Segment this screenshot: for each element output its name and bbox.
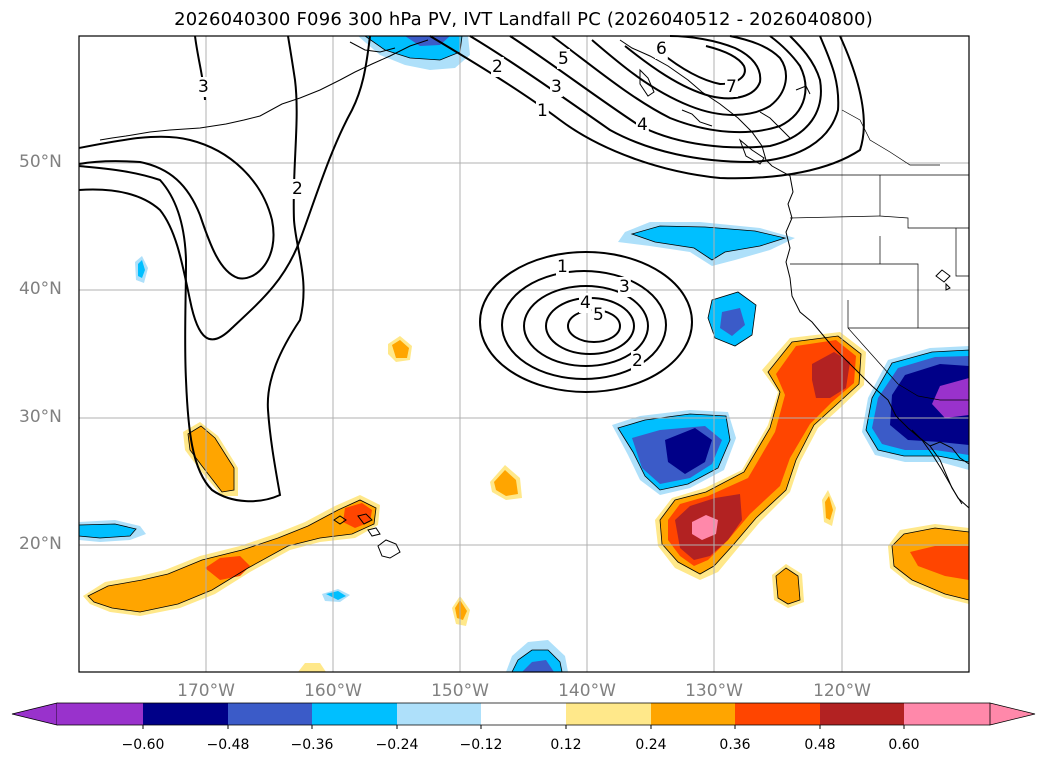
map-frame: [78, 35, 970, 673]
colorbar-tick-label: 0.24: [635, 737, 667, 753]
colorbar-tick-label: −0.24: [375, 737, 419, 753]
contour-label-halo: [556, 257, 569, 277]
contour-label-halo: [557, 49, 570, 69]
colorbar-extend-left: [11, 702, 58, 726]
map-title: 2026040300 F096 300 hPa PV, IVT Landfall…: [174, 9, 873, 30]
lon-label-130w: 130°W: [685, 681, 743, 701]
colorbar-extend-right: [989, 702, 1036, 726]
contour-label-halo: [655, 39, 668, 59]
contour-label: 6: [656, 39, 667, 59]
colorbar: [11, 702, 1036, 729]
ivt-shading: [79, 36, 969, 672]
contour-label-halo: [618, 277, 631, 297]
colorbar-tick-label: −0.36: [290, 737, 334, 753]
contour-label-halo: [636, 115, 649, 135]
contour-label: 3: [551, 77, 562, 97]
contour-label: 3: [198, 77, 209, 97]
contour-label-halo: [536, 101, 549, 121]
lon-label-170w: 170°W: [177, 681, 235, 701]
colorbar-tick-label: −0.48: [206, 737, 250, 753]
colorbar-cell: [228, 703, 312, 725]
lat-label-50n: 50°N: [19, 152, 62, 172]
lon-label-150w: 150°W: [431, 681, 489, 701]
colorbar-tick-label: −0.60: [121, 737, 165, 753]
contour-label: 4: [637, 115, 648, 135]
lat-label-20n: 20°N: [19, 534, 62, 554]
colorbar-tick-label: 0.48: [804, 737, 836, 753]
contour-label: 1: [557, 257, 568, 277]
colorbar-cell: [566, 703, 651, 725]
colorbar-cell: [651, 703, 735, 725]
contour-label-halo: [631, 351, 644, 371]
contour-label: 2: [632, 351, 643, 371]
lon-label-160w: 160°W: [304, 681, 362, 701]
contour-label-halo: [550, 77, 563, 97]
contour-label-halo: [491, 57, 504, 77]
colorbar-tick-label: 0.60: [888, 737, 920, 753]
contour-label-halo: [725, 77, 738, 97]
contour-label: 3: [619, 277, 630, 297]
colorbar-cell: [735, 703, 820, 725]
lon-label-140w: 140°W: [558, 681, 616, 701]
colorbar-tick-label: 0.36: [719, 737, 751, 753]
colorbar-cell: [820, 703, 904, 725]
contour-label-halo: [579, 293, 592, 313]
gridlines: [79, 36, 969, 672]
pv-contour-labels: 3 2 2 5 3 1 4 6 7 1 3 4 5 2: [197, 39, 738, 371]
coastlines: [99, 39, 970, 559]
colorbar-tick-label: 0.12: [550, 737, 582, 753]
lat-label-40n: 40°N: [19, 279, 62, 299]
colorbar-cell: [904, 703, 990, 725]
colorbar-tick-label: −0.12: [459, 737, 503, 753]
colorbar-cell: [397, 703, 481, 725]
contour-label: 4: [580, 293, 591, 313]
lat-label-30n: 30°N: [19, 407, 62, 427]
colorbar-cell: [312, 703, 397, 725]
contour-label: 5: [558, 49, 569, 69]
contour-label-halo: [197, 77, 210, 97]
lon-label-120w: 120°W: [813, 681, 871, 701]
contour-label-halo: [291, 179, 304, 199]
colorbar-cell: [143, 703, 228, 725]
contour-label: 2: [492, 57, 503, 77]
borders: [789, 109, 969, 401]
colorbar-cell: [57, 703, 143, 725]
contour-label: 5: [593, 305, 604, 325]
contour-label-halo: [592, 305, 605, 325]
contour-label: 2: [292, 179, 303, 199]
colorbar-cell: [481, 703, 566, 725]
contour-label: 7: [726, 77, 737, 97]
contour-label: 1: [537, 101, 548, 121]
